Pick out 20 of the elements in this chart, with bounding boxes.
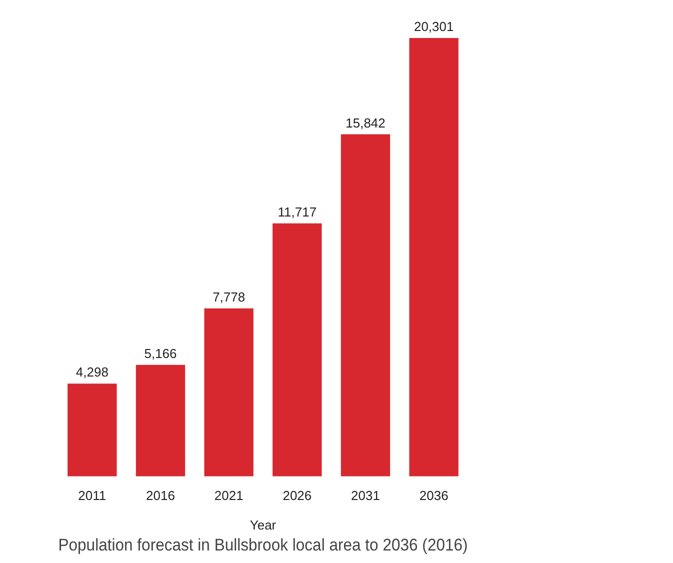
data-label: 20,301 <box>414 19 454 34</box>
bar <box>136 364 186 476</box>
data-label: 11,717 <box>278 204 317 220</box>
x-tick-label: 2021 <box>214 488 244 503</box>
bar <box>340 134 390 476</box>
bar <box>272 223 322 476</box>
data-label: 5,166 <box>144 346 177 361</box>
data-label: 4,298 <box>76 364 108 380</box>
x-tick-label: 2036 <box>419 488 448 503</box>
bar <box>68 384 117 476</box>
x-tick-label: 2011 <box>78 488 106 503</box>
bar <box>204 308 254 476</box>
x-tick-label: 2026 <box>282 488 312 503</box>
text: Population forecast in Bullsbrook local area to 2036 (2016) <box>58 536 468 555</box>
data-label: 7,778 <box>212 290 246 305</box>
bar <box>409 38 458 476</box>
data-label: 15,842 <box>346 115 386 130</box>
x-tick-label: 2016 <box>146 488 175 503</box>
x-tick-label: 2031 <box>351 488 380 503</box>
x-axis-title: Year <box>250 517 277 532</box>
